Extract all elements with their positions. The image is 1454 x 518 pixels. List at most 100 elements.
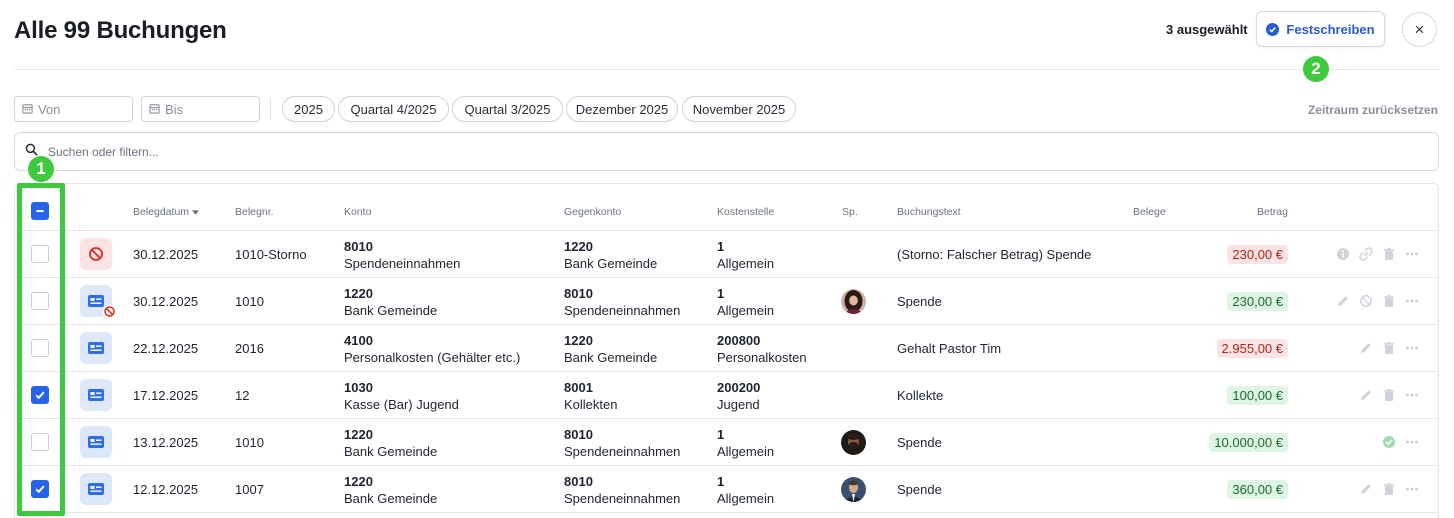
- cell-gegenkonto: 8010 Spendeneinnahmen: [564, 286, 681, 318]
- receipt-document-badge[interactable]: [80, 285, 116, 318]
- checkmark-icon: [35, 485, 45, 494]
- more-icon[interactable]: [1405, 247, 1419, 261]
- cell-date: 13.12.2025: [133, 435, 199, 450]
- amount-badge: 2.955,00 €: [1216, 339, 1288, 358]
- trash-icon[interactable]: [1382, 294, 1396, 308]
- receipt-icon: [88, 483, 104, 495]
- cell-date: 12.12.2025: [133, 482, 199, 497]
- table-row[interactable]: 30.12.2025 1010-Storno 8010 Spendeneinnah…: [15, 231, 1438, 278]
- checkmark-icon: [35, 391, 45, 400]
- festschreiben-label: Festschreiben: [1286, 21, 1375, 37]
- storno-icon: [103, 305, 116, 318]
- search-input[interactable]: [48, 144, 648, 159]
- cell-date: 30.12.2025: [133, 294, 199, 309]
- receipt-document-badge[interactable]: [80, 379, 112, 411]
- chip-2025[interactable]: 2025: [282, 96, 335, 122]
- cell-kostenstelle: 1 Allgemein: [717, 286, 775, 318]
- calendar-icon: [149, 102, 160, 117]
- page-title: Alle 99 Buchungen: [14, 17, 227, 44]
- cell-date: 30.12.2025: [133, 247, 199, 262]
- more-icon[interactable]: [1405, 435, 1419, 449]
- cell-konto: 4100 Personalkosten (Gehälter etc.): [344, 333, 521, 365]
- more-icon[interactable]: [1405, 294, 1419, 308]
- cell-buchungstext: Gehalt Pastor Tim: [897, 341, 1002, 356]
- cell-kostenstelle: 1 Allgemein: [717, 427, 775, 459]
- chip-dezember[interactable]: Dezember 2025: [566, 96, 678, 122]
- close-button[interactable]: ×: [1402, 12, 1437, 47]
- cell-konto: 1220 Bank Gemeinde: [344, 427, 438, 459]
- amount-badge: 100,00 €: [1227, 386, 1288, 405]
- row-checkbox[interactable]: [31, 386, 49, 404]
- trash-icon[interactable]: [1382, 388, 1396, 402]
- row-checkbox[interactable]: [31, 480, 49, 498]
- column-gegenkonto[interactable]: Gegenkonto: [564, 206, 622, 218]
- column-belegdatum[interactable]: Belegdatum: [133, 206, 199, 218]
- cell-gegenkonto: 1220 Bank Gemeinde: [564, 239, 658, 271]
- table-row[interactable]: 22.12.2025 2016 4100 Personalkosten (Gehä…: [15, 325, 1438, 372]
- row-checkbox[interactable]: [31, 292, 49, 310]
- column-buchungstext[interactable]: Buchungstext: [897, 206, 961, 218]
- receipt-icon: [88, 295, 104, 307]
- date-to-field[interactable]: Bis: [141, 96, 260, 122]
- cell-konto: 8010 Spendeneinnahmen: [344, 239, 461, 271]
- search-icon: [25, 143, 38, 161]
- chip-quartal-4[interactable]: Quartal 4/2025: [338, 96, 449, 122]
- storno-icon: [89, 247, 103, 261]
- pencil-icon[interactable]: [1336, 294, 1350, 308]
- cell-konto: 1220 Bank Gemeinde: [344, 474, 438, 506]
- festschreiben-button[interactable]: Festschreiben: [1256, 11, 1385, 47]
- link-icon[interactable]: [1359, 247, 1373, 261]
- table-row[interactable]: 13.12.2025 1010 1220 Bank Gemeinde 8010 Sp…: [15, 419, 1438, 466]
- pencil-icon[interactable]: [1359, 388, 1373, 402]
- cell-buchungstext: (Storno: Falscher Betrag) Spende: [897, 247, 1092, 262]
- cell-belegnr: 1010: [235, 435, 264, 450]
- avatar: [841, 289, 866, 314]
- select-all-checkbox[interactable]: [31, 202, 49, 220]
- cell-konto: 1030 Kasse (Bar) Jugend: [344, 380, 459, 412]
- chip-quartal-3[interactable]: Quartal 3/2025: [452, 96, 563, 122]
- cell-gegenkonto: 8010 Spendeneinnahmen: [564, 427, 681, 459]
- storno-document-badge[interactable]: [80, 238, 112, 270]
- cell-buchungstext: Kollekte: [897, 388, 944, 403]
- table-row[interactable]: 17.12.2025 12 1030 Kasse (Bar) Jugend 800…: [15, 372, 1438, 419]
- reset-period-link[interactable]: Zeitraum zurücksetzen: [1307, 103, 1438, 117]
- cell-kostenstelle: 200200 Jugend: [717, 380, 761, 412]
- date-from-field[interactable]: Von: [14, 96, 133, 122]
- row-checkbox[interactable]: [31, 245, 49, 263]
- column-sp[interactable]: Sp.: [842, 206, 858, 218]
- row-checkbox[interactable]: [31, 339, 49, 357]
- more-icon[interactable]: [1405, 341, 1419, 355]
- trash-icon[interactable]: [1382, 247, 1396, 261]
- avatar: [841, 430, 866, 455]
- more-icon[interactable]: [1405, 482, 1419, 496]
- column-betrag[interactable]: Betrag: [1257, 206, 1288, 218]
- pencil-icon[interactable]: [1359, 482, 1373, 496]
- header-divider: [14, 69, 1440, 70]
- calendar-icon: [22, 102, 33, 117]
- cell-gegenkonto: 8010 Spendeneinnahmen: [564, 474, 681, 506]
- cell-belegnr: 12: [235, 388, 250, 403]
- receipt-document-badge[interactable]: [80, 332, 112, 364]
- table-row[interactable]: 30.12.2025 1010 1220 Bank Gemeinde 8010 Sp…: [15, 278, 1438, 325]
- pencil-icon[interactable]: [1359, 341, 1373, 355]
- trash-icon[interactable]: [1382, 482, 1396, 496]
- check-circle-icon: [1383, 436, 1395, 448]
- chip-november[interactable]: November 2025: [682, 96, 796, 122]
- column-belege[interactable]: Belege: [1133, 206, 1166, 218]
- row-checkbox[interactable]: [31, 433, 49, 451]
- search-bar[interactable]: [14, 132, 1439, 171]
- more-icon[interactable]: [1405, 388, 1419, 402]
- info-icon[interactable]: [1336, 247, 1350, 261]
- column-konto[interactable]: Konto: [344, 206, 372, 218]
- amount-badge: 230,00 €: [1227, 245, 1288, 264]
- column-belegnr[interactable]: Belegnr.: [235, 206, 274, 218]
- cell-belegnr: 1010-Storno: [235, 247, 307, 262]
- trash-icon[interactable]: [1382, 341, 1396, 355]
- cell-kostenstelle: 1 Allgemein: [717, 239, 775, 271]
- storno-icon[interactable]: [1359, 294, 1373, 308]
- receipt-document-badge[interactable]: [80, 473, 112, 505]
- receipt-document-badge[interactable]: [80, 426, 112, 458]
- column-kostenstelle[interactable]: Kostenstelle: [717, 206, 775, 218]
- table-row[interactable]: 12.12.2025 1007 1220 Bank Gemeinde 8010 Sp…: [15, 466, 1438, 513]
- date-from-placeholder: Von: [38, 101, 61, 117]
